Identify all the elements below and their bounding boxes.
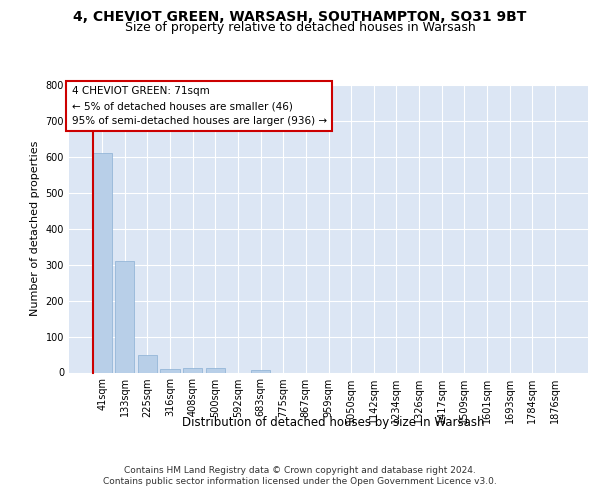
Bar	[183, 368, 202, 372]
Bar	[92, 154, 112, 372]
Text: Contains HM Land Registry data © Crown copyright and database right 2024.: Contains HM Land Registry data © Crown c…	[124, 466, 476, 475]
Text: Size of property relative to detached houses in Warsash: Size of property relative to detached ho…	[125, 21, 475, 34]
Text: 4 CHEVIOT GREEN: 71sqm
← 5% of detached houses are smaller (46)
95% of semi-deta: 4 CHEVIOT GREEN: 71sqm ← 5% of detached …	[71, 86, 327, 126]
Bar	[115, 261, 134, 372]
Text: Contains public sector information licensed under the Open Government Licence v3: Contains public sector information licen…	[103, 477, 497, 486]
Y-axis label: Number of detached properties: Number of detached properties	[30, 141, 40, 316]
Bar	[138, 354, 157, 372]
Bar	[160, 369, 180, 372]
Bar	[251, 370, 270, 372]
Text: Distribution of detached houses by size in Warsash: Distribution of detached houses by size …	[182, 416, 484, 429]
Text: 4, CHEVIOT GREEN, WARSASH, SOUTHAMPTON, SO31 9BT: 4, CHEVIOT GREEN, WARSASH, SOUTHAMPTON, …	[73, 10, 527, 24]
Bar	[206, 368, 225, 372]
